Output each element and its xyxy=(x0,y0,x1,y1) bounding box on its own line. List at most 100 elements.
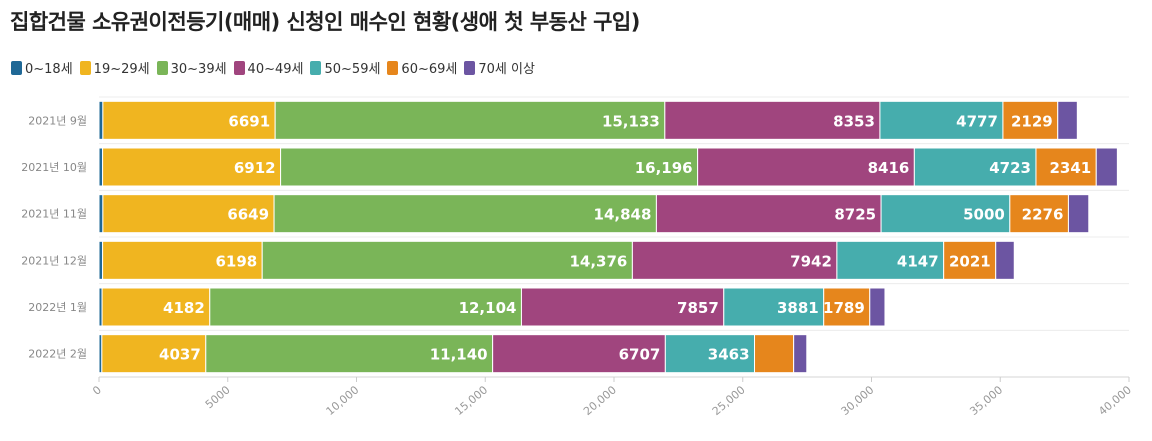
legend-swatch xyxy=(11,60,22,75)
data-label: 6691 xyxy=(228,112,270,130)
x-tick-label: 15,000 xyxy=(452,383,490,418)
data-label: 8416 xyxy=(868,159,910,177)
x-tick-label: 25,000 xyxy=(710,383,748,418)
data-label: 2129 xyxy=(1011,112,1053,130)
data-label: 15,133 xyxy=(602,112,660,130)
bar-segment xyxy=(836,240,945,280)
legend: 0~18세 19~29세 30~39세 40~49세 50~59세 60~69세 70세 이… xyxy=(11,58,535,77)
legend-label: 50~59세 xyxy=(324,62,381,77)
category-label: 2021년 9월 xyxy=(28,114,87,127)
category-label: 2021년 11월 xyxy=(21,208,87,221)
bar-segment xyxy=(102,240,263,280)
legend-item-6[interactable]: 70세 이상 xyxy=(464,58,535,77)
legend-swatch xyxy=(310,60,322,75)
bar-segment xyxy=(205,334,494,374)
chart-title: 집합건물 소유권이전등기(매매) 신청인 매수인 현황(생애 첫 부동산 구입) xyxy=(10,10,640,34)
legend-label: 40~49세 xyxy=(247,62,304,77)
data-label: 14,376 xyxy=(569,252,627,270)
bar-segment xyxy=(101,334,207,374)
legend-item-1[interactable]: 19~29세 xyxy=(79,58,150,77)
data-label: 14,848 xyxy=(594,206,652,224)
bar-segment xyxy=(880,194,1011,234)
x-tick-label: 10,000 xyxy=(324,383,362,418)
bar-segment xyxy=(102,100,276,140)
bar-segment xyxy=(913,147,1037,187)
x-tick-label: 5000 xyxy=(203,383,233,411)
legend-label: 0~18세 xyxy=(25,62,73,77)
legend-label: 60~69세 xyxy=(401,62,458,77)
bar-segment xyxy=(793,334,808,374)
bar-segment xyxy=(943,240,997,280)
data-label: 5000 xyxy=(963,206,1005,224)
bar-segment xyxy=(1067,194,1090,234)
bar-segment xyxy=(273,194,657,234)
bar-segment xyxy=(98,100,104,140)
data-label: 11,140 xyxy=(430,346,488,364)
data-label: 2276 xyxy=(1022,206,1064,224)
data-label: 6649 xyxy=(227,206,269,224)
data-label: 2021 xyxy=(949,252,991,270)
data-label: 8725 xyxy=(834,206,876,224)
legend-item-2[interactable]: 30~39세 xyxy=(156,58,227,77)
x-tick-label: 0 xyxy=(90,383,104,397)
legend-label: 30~39세 xyxy=(170,62,227,77)
category-label: 2021년 12월 xyxy=(21,254,87,267)
bar-segment xyxy=(697,147,915,187)
data-label: 2341 xyxy=(1049,159,1091,177)
data-label: 4182 xyxy=(163,299,205,317)
bar-segment xyxy=(664,334,756,374)
data-label: 7942 xyxy=(790,252,832,270)
bar-segment xyxy=(723,287,825,327)
data-label: 8353 xyxy=(833,112,875,130)
bar-segment xyxy=(261,240,633,280)
category-label: 2022년 1월 xyxy=(28,301,87,314)
x-tick-label: 30,000 xyxy=(839,383,877,418)
bar-segment xyxy=(1035,147,1097,187)
legend-swatch xyxy=(464,60,476,75)
data-label: 6912 xyxy=(234,159,276,177)
category-label: 2022년 2월 xyxy=(28,348,87,361)
bar-segment xyxy=(274,100,666,140)
data-label: 6707 xyxy=(619,346,661,364)
bar-segment xyxy=(869,287,886,327)
data-label: 6198 xyxy=(215,252,257,270)
bar-segment xyxy=(823,287,871,327)
bar-segment xyxy=(209,287,522,327)
x-tick-label: 40,000 xyxy=(1096,383,1134,418)
bar-segment xyxy=(631,240,838,280)
data-label: 1789 xyxy=(823,299,865,317)
bar-segment xyxy=(102,147,282,187)
data-label: 3463 xyxy=(708,346,750,364)
data-label: 4037 xyxy=(159,346,201,364)
data-label: 7857 xyxy=(677,299,719,317)
legend-swatch xyxy=(79,60,91,75)
bar-segment xyxy=(754,334,795,374)
x-tick-label: 20,000 xyxy=(581,383,619,418)
data-label: 4147 xyxy=(897,252,939,270)
bar-segment xyxy=(98,194,104,234)
legend-item-4[interactable]: 50~59세 xyxy=(310,58,380,77)
bar-segment xyxy=(101,287,211,327)
legend-swatch xyxy=(387,60,399,75)
x-tick-label: 35,000 xyxy=(967,383,1005,418)
legend-item-0[interactable]: 0~18세 xyxy=(11,58,73,77)
category-label: 2021년 10월 xyxy=(21,161,87,174)
bar-segment xyxy=(98,240,104,280)
bar-segment xyxy=(280,147,699,187)
legend-item-3[interactable]: 40~49세 xyxy=(233,58,304,77)
bar-segment xyxy=(1002,100,1059,140)
legend-label: 70세 이상 xyxy=(478,62,535,77)
bar-segment xyxy=(492,334,666,374)
bar-segment xyxy=(1095,147,1118,187)
bar-segment xyxy=(655,194,882,234)
bar-segment xyxy=(102,194,275,234)
data-label: 4723 xyxy=(989,159,1031,177)
data-label: 4777 xyxy=(956,112,998,130)
bar-segment xyxy=(1057,100,1078,140)
legend-swatch xyxy=(233,60,245,75)
legend-item-5[interactable]: 60~69세 xyxy=(387,58,457,77)
data-label: 12,104 xyxy=(459,299,517,317)
legend-swatch xyxy=(156,60,168,75)
bar-segment xyxy=(995,240,1015,280)
